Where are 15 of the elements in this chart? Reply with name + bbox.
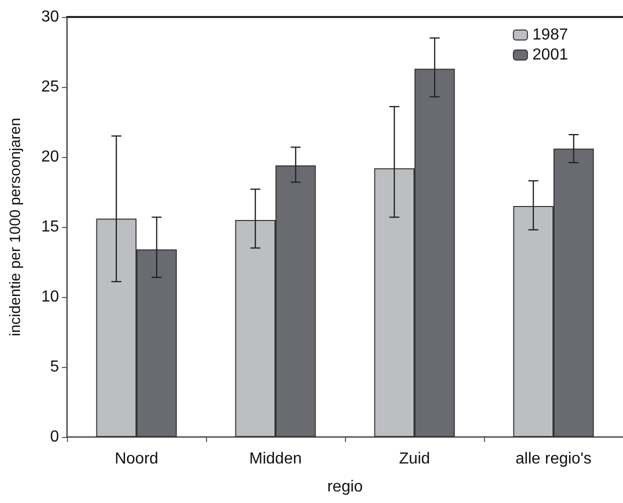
legend-label: 1987 bbox=[532, 26, 568, 44]
y-tick-label: 30 bbox=[41, 8, 60, 26]
legend-label: 2001 bbox=[532, 46, 568, 64]
y-tick-label: 0 bbox=[50, 428, 60, 446]
y-tick-label: 25 bbox=[41, 78, 60, 96]
y-axis-title: incidentie per 1000 persoonjaren bbox=[7, 118, 24, 336]
x-axis-title: regio bbox=[327, 478, 363, 496]
x-tick-label: Zuid bbox=[398, 450, 430, 468]
y-tick-label: 15 bbox=[41, 218, 60, 236]
y-tick-label: 20 bbox=[41, 148, 60, 166]
x-tick-label: Midden bbox=[249, 450, 302, 468]
x-tick-label: Noord bbox=[114, 450, 158, 468]
y-tick-label: 10 bbox=[41, 288, 60, 306]
y-tick-label: 5 bbox=[50, 358, 60, 376]
x-tick-label: alle regio's bbox=[516, 450, 592, 468]
